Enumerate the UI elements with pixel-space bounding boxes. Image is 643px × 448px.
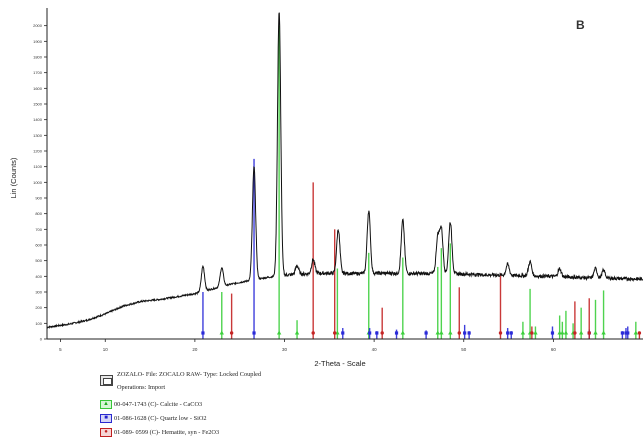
reference-marker xyxy=(435,330,440,335)
reference-sticks xyxy=(202,25,641,339)
reference-marker xyxy=(448,330,453,335)
x-axis-label: 2-Theta - Scale xyxy=(314,359,365,368)
legend-file-entry: ZOZALO- File: ZOCALO RAW- Type: Locked C… xyxy=(100,371,261,397)
reference-marker xyxy=(573,331,577,335)
y-tick-label: 700 xyxy=(35,227,42,232)
y-tick-label: 100 xyxy=(35,321,42,326)
y-tick-label: 1500 xyxy=(33,102,43,107)
legend-entry-label: 00-047-1743 (C)- Calcite - CaCO3 xyxy=(114,400,203,408)
reference-marker xyxy=(368,331,372,335)
reference-marker xyxy=(533,330,538,335)
reference-marker xyxy=(380,331,384,335)
reference-marker xyxy=(550,331,555,335)
reference-marker xyxy=(637,331,642,335)
y-tick-label: 600 xyxy=(35,243,42,248)
y-axis-label: Lin (Counts) xyxy=(9,157,18,198)
reference-marker xyxy=(439,330,444,335)
reference-marker xyxy=(424,331,428,335)
y-tick-label: 500 xyxy=(35,258,42,263)
reference-marker xyxy=(601,330,606,335)
diffraction-pattern-line xyxy=(46,12,643,329)
reference-marker xyxy=(463,331,467,335)
y-tick-labels: 0 100 200 300 400 500 600 700 800 900 1000 1100 1200… xyxy=(33,23,43,341)
legend-entry-label: 01-086-1628 (C)- Quartz low - SiO2 xyxy=(114,414,207,422)
x-tick-label: 60 xyxy=(551,347,557,352)
y-tick-label: 1000 xyxy=(33,180,43,185)
reference-marker xyxy=(201,331,205,335)
circle-icon: ● xyxy=(100,427,112,437)
triangle-icon: ▲ xyxy=(100,399,112,409)
reference-marker xyxy=(509,331,513,335)
reference-marker xyxy=(626,331,630,335)
y-tick-label: 1700 xyxy=(33,70,43,75)
panel-label: B xyxy=(576,18,585,32)
y-tick-label: 0 xyxy=(40,337,43,342)
legend-entry-quartz: ■ 01-086-1628 (C)- Quartz low - SiO2 xyxy=(100,411,261,425)
reference-marker xyxy=(394,331,399,335)
reference-marker xyxy=(341,331,345,335)
reference-marker xyxy=(587,331,591,335)
legend-entry-label: 01-089- 0599 (C)- Hematite, syn - Fe2O3 xyxy=(114,428,220,436)
reference-markers xyxy=(201,330,642,335)
y-tick-label: 1600 xyxy=(33,86,43,91)
axis-ticks xyxy=(44,25,554,342)
x-tick-label: 20 xyxy=(192,347,198,352)
reference-marker xyxy=(593,330,598,335)
y-tick-label: 2000 xyxy=(33,23,43,28)
reference-marker xyxy=(400,330,406,335)
reference-marker xyxy=(530,331,534,335)
reference-marker xyxy=(633,330,639,335)
y-tick-label: 1300 xyxy=(33,133,43,138)
reference-marker xyxy=(252,331,256,335)
reference-marker xyxy=(229,331,234,335)
y-tick-label: 900 xyxy=(35,196,42,201)
square-icon: ■ xyxy=(100,413,112,423)
reference-marker xyxy=(311,331,315,335)
reference-marker xyxy=(624,331,628,335)
reference-marker xyxy=(620,331,624,335)
reference-marker xyxy=(560,330,565,335)
y-tick-label: 200 xyxy=(35,305,42,310)
y-tick-label: 1100 xyxy=(33,164,42,169)
legend-entry-hematite: ● 01-089- 0599 (C)- Hematite, syn - Fe2O… xyxy=(100,425,261,439)
reference-marker xyxy=(332,331,337,335)
y-tick-label: 1400 xyxy=(33,117,43,122)
reference-marker xyxy=(276,330,282,335)
reference-marker xyxy=(563,330,569,335)
x-tick-label: 30 xyxy=(282,347,288,352)
y-tick-label: 300 xyxy=(35,290,42,295)
reference-marker xyxy=(457,331,461,335)
legend-file-line: ZOZALO- File: ZOCALO RAW- Type: Locked C… xyxy=(117,371,262,378)
x-tick-labels: 5 10 20 30 40 50 60 xyxy=(59,347,556,352)
y-tick-label: 1900 xyxy=(33,39,43,44)
legend: ZOZALO- File: ZOCALO RAW- Type: Locked C… xyxy=(100,371,261,439)
x-tick-label: 50 xyxy=(461,347,467,352)
y-tick-label: 800 xyxy=(35,211,42,216)
x-tick-label: 40 xyxy=(372,347,378,352)
reference-marker xyxy=(498,331,503,335)
reference-marker xyxy=(375,331,379,335)
reference-marker xyxy=(219,330,224,335)
reference-marker xyxy=(467,331,471,335)
file-pattern-icon xyxy=(100,375,113,386)
reference-marker xyxy=(294,330,300,335)
legend-operations-line: Operations: Import xyxy=(117,384,166,391)
x-tick-label: 5 xyxy=(59,347,62,352)
y-tick-label: 1200 xyxy=(33,149,43,154)
y-tick-label: 1800 xyxy=(33,55,43,60)
reference-marker xyxy=(506,331,510,335)
legend-entry-calcite: ▲ 00-047-1743 (C)- Calcite - CaCO3 xyxy=(100,397,261,411)
reference-marker xyxy=(578,330,584,335)
y-tick-label: 400 xyxy=(35,274,42,279)
reference-marker xyxy=(520,330,526,335)
x-tick-label: 10 xyxy=(103,347,109,352)
